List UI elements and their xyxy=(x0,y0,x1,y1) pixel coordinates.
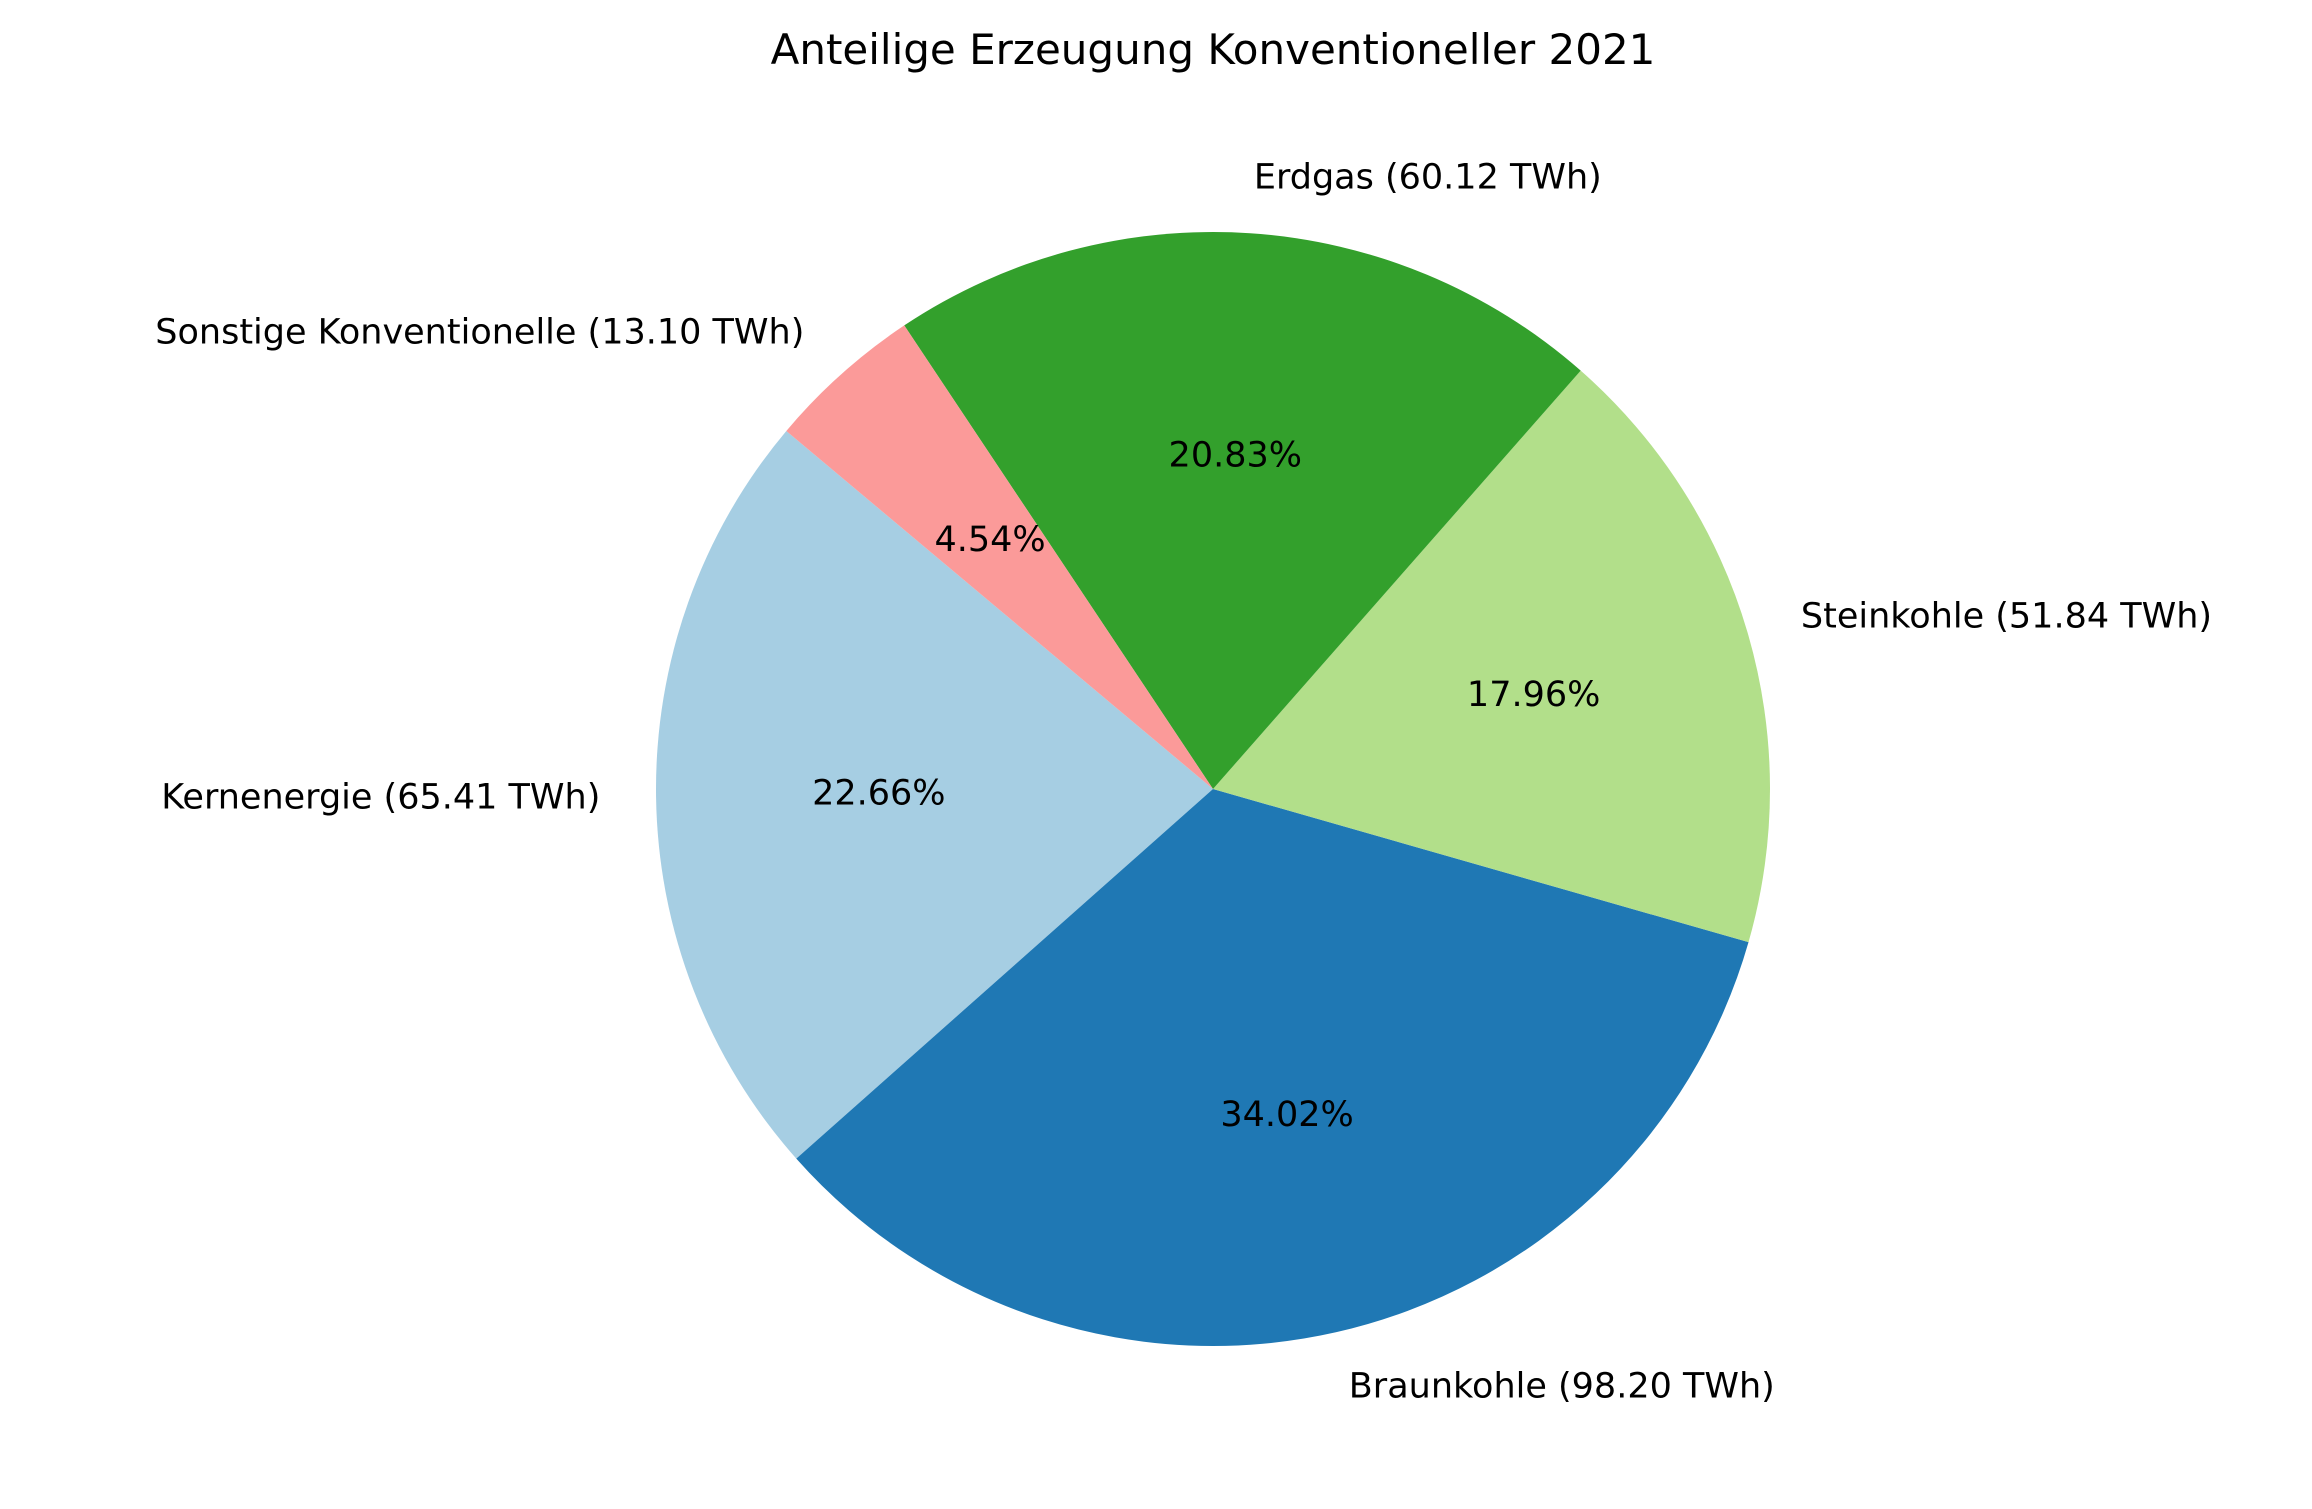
pie-slices xyxy=(655,232,1770,1346)
pie-slice-steinkohle xyxy=(1213,370,1770,943)
pie-slice-sonstige-konventionelle xyxy=(786,325,1213,789)
pct-label-kernenergie: 22.66% xyxy=(812,774,945,814)
pct-label-braunkohle: 34.02% xyxy=(1220,1095,1353,1135)
category-label-sonstige-konventionelle: Sonstige Konventionelle (13.10 TWh) xyxy=(155,312,804,352)
pie-slice-kernenergie xyxy=(655,430,1213,1159)
chart-title: Anteilige Erzeugung Konventioneller 2021 xyxy=(771,25,1656,74)
percentage-labels: 22.66% 34.02% 17.96% 20.83% 4.54% xyxy=(812,436,1600,1135)
category-label-kernenergie: Kernenergie (65.41 TWh) xyxy=(161,777,600,817)
pct-label-erdgas: 20.83% xyxy=(1169,436,1302,476)
pie-slice-erdgas xyxy=(904,232,1581,789)
category-label-braunkohle: Braunkohle (98.20 TWh) xyxy=(1349,1366,1775,1406)
pct-label-sonstige-konventionelle: 4.54% xyxy=(935,520,1046,560)
category-label-erdgas: Erdgas (60.12 TWh) xyxy=(1254,158,1602,198)
category-label-steinkohle: Steinkohle (51.84 TWh) xyxy=(1801,596,2212,636)
pct-label-steinkohle: 17.96% xyxy=(1467,675,1600,715)
pie-slice-braunkohle xyxy=(796,789,1749,1346)
category-labels: Kernenergie (65.41 TWh) Braunkohle (98.20… xyxy=(155,158,2212,1407)
